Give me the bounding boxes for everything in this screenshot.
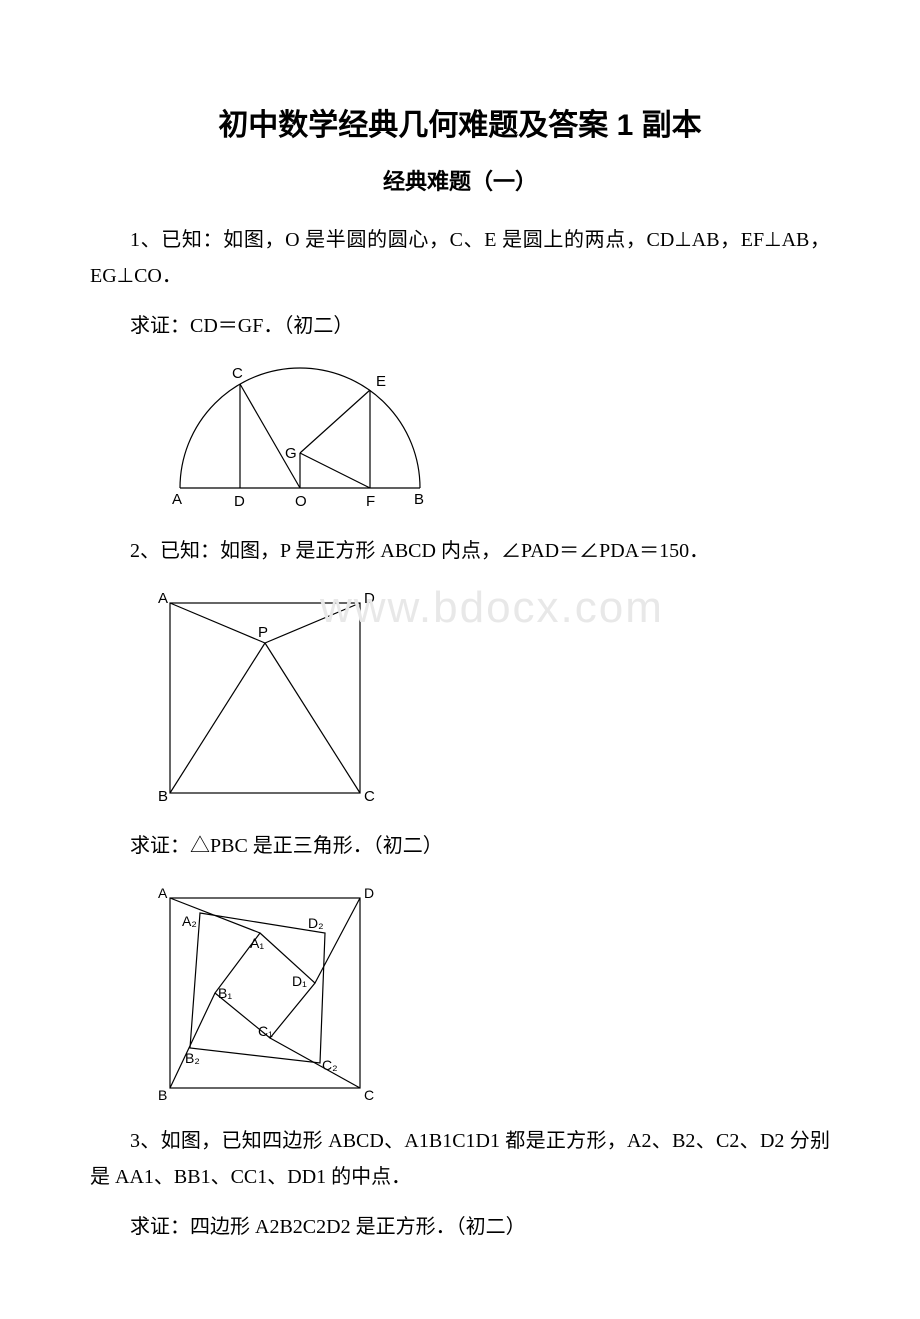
problem-1-prove: 求证：CD＝GF．（初二） [90,308,830,344]
seg-DD1 [315,898,360,983]
figure-2-svg: A D B C P [150,583,380,813]
label-O: O [295,493,307,510]
problem-2-prove: 求证：△PBC 是正三角形．（初二） [90,828,830,864]
segment-CP [265,643,360,793]
figure-1: A B C D E F G O [150,358,830,523]
label3-D2: D₂ [308,915,324,931]
section-subtitle: 经典难题（一） [90,164,830,196]
label-C: C [232,365,243,382]
label3-A2: A₂ [182,913,197,929]
figure-1-svg: A B C D E F G O [150,358,450,518]
label-D: D [364,590,375,607]
label3-C: C [364,1087,374,1103]
segment-GF [300,453,370,488]
label3-A1: A₁ [250,935,264,951]
main-title: 初中数学经典几何难题及答案 1 副本 [90,100,830,144]
label3-B2: B₂ [185,1050,200,1066]
segment-CO [240,384,300,488]
label-B: B [158,788,168,805]
problem-1-statement: 1、已知：如图，O 是半圆的圆心，C、E 是圆上的两点，CD⊥AB，EF⊥AB，… [90,222,830,294]
label-C: C [364,788,375,805]
label3-D1: D₁ [292,973,307,989]
label-A: A [172,491,182,508]
label-A: A [158,590,168,607]
label3-B: B [158,1087,167,1103]
segment-AP [170,603,265,643]
label3-C1: C₁ [258,1023,273,1039]
label-G: G [285,445,297,462]
label3-D: D [364,885,374,901]
segment-DP [265,603,360,643]
figure-2: www.bdocx.com A D B C P [150,583,830,818]
problem-2-statement: 2、已知：如图，P 是正方形 ABCD 内点，∠PAD＝∠PDA＝150． [90,533,830,569]
label-F: F [366,493,375,510]
label-E: E [376,373,386,390]
segment-BP [170,643,265,793]
problem-3-statement: 3、如图，已知四边形 ABCD、A1B1C1D1 都是正方形，A2、B2、C2、… [90,1123,830,1195]
problem-3-prove: 求证：四边形 A2B2C2D2 是正方形．（初二） [90,1209,830,1245]
label-B: B [414,491,424,508]
figure-3-svg: A D B C A₁ D₁ C₁ B₁ A₂ D₂ C₂ B₂ [150,878,380,1108]
document-page: 初中数学经典几何难题及答案 1 副本 经典难题（一） 1、已知：如图，O 是半圆… [0,0,920,1319]
segment-EG [300,390,370,453]
seg-CC1 [270,1038,360,1088]
label-P: P [258,624,268,641]
figure-3: A D B C A₁ D₁ C₁ B₁ A₂ D₂ C₂ B₂ [150,878,830,1113]
label3-A: A [158,885,168,901]
label3-B1: B₁ [218,985,232,1001]
label-D: D [234,493,245,510]
label3-C2: C₂ [322,1057,338,1073]
